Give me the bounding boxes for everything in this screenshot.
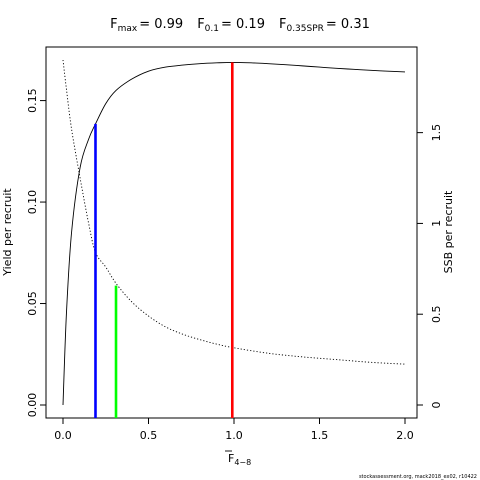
y-tick-label: 0.10: [26, 190, 39, 215]
ssb-per-recruit-curve: [62, 59, 406, 365]
x-tick-label: 1.0: [225, 429, 243, 442]
f01-label: F: [197, 17, 204, 32]
x-axis-title-sub: 4−8: [234, 458, 251, 467]
y2-tick-label: 1: [430, 220, 443, 227]
y2-axis-title: SSB per recruit: [442, 190, 455, 273]
x-tick-label: 1.5: [311, 429, 329, 442]
f01-subscript: 0.1: [205, 24, 219, 34]
x-tick-label: 2.0: [396, 429, 414, 442]
credit-text: stockassessment.org, mack2018_ex02, r104…: [359, 474, 477, 480]
series-layer: [62, 59, 406, 406]
y2-tick-label: 0: [430, 402, 443, 409]
y-tick-label: 0.00: [26, 393, 39, 418]
yield-per-recruit-curve: [62, 61, 406, 406]
y-axis-title: Yield per recruit: [1, 188, 14, 277]
f01-value: = 0.19: [221, 17, 265, 32]
y2-tick-label: 1.5: [430, 124, 443, 142]
y2-tick-label: 0.5: [430, 305, 443, 323]
reference-line-layer: [94, 62, 234, 418]
fmax-label: F: [110, 17, 117, 32]
tick-layer: 0.0 0.5 1.0 1.5 2.0 0.00 0.05 0.10 0.15 0 0.5 1 1.5: [26, 88, 443, 442]
fspr-subscript: 0.35SPR: [286, 24, 323, 34]
fmax-subscript: max: [118, 24, 138, 34]
y-tick-label: 0.05: [26, 291, 39, 316]
chart-title: Fmax = 0.99 F0.1 = 0.19 F0.35SPR = 0.31: [110, 17, 370, 34]
fmax-value: = 0.99: [139, 17, 183, 32]
x-axis-title: F4−8: [228, 452, 251, 467]
fspr-label: F: [279, 17, 286, 32]
fspr-value: = 0.31: [326, 17, 370, 32]
x-tick-label: 0.5: [140, 429, 158, 442]
x-tick-label: 0.0: [54, 429, 72, 442]
x-axis-title-main: F: [228, 452, 234, 465]
y-tick-label: 0.15: [26, 88, 39, 113]
